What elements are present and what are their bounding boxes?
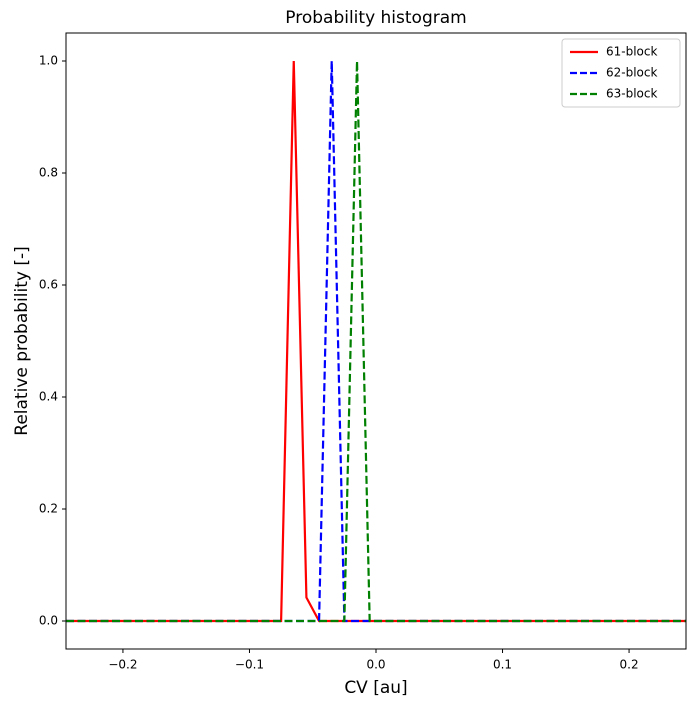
chart-title: Probability histogram bbox=[285, 8, 466, 28]
plot-frame bbox=[65, 32, 687, 650]
x-tick-label: 0.1 bbox=[493, 658, 512, 672]
legend-box bbox=[561, 38, 681, 108]
legend-label: 62-block bbox=[606, 66, 657, 80]
x-tick-label: 0.0 bbox=[366, 658, 385, 672]
legend-label: 63-block bbox=[606, 87, 657, 101]
y-tick-label: 0.6 bbox=[39, 278, 58, 292]
y-tick-label: 1.0 bbox=[39, 54, 58, 68]
x-axis-label: CV [au] bbox=[344, 678, 407, 698]
x-tick-label: −0.2 bbox=[108, 658, 137, 672]
legend-label: 61-block bbox=[606, 45, 657, 59]
data-line bbox=[66, 60, 686, 623]
x-tick-label: 0.2 bbox=[620, 658, 639, 672]
x-tick-label: −0.1 bbox=[235, 658, 264, 672]
data-line bbox=[66, 60, 686, 623]
y-tick-label: 0.8 bbox=[39, 166, 58, 180]
y-tick-label: 0.4 bbox=[39, 390, 58, 404]
y-tick-label: 0.2 bbox=[39, 502, 58, 516]
y-axis-label: Relative probability [-] bbox=[12, 246, 32, 435]
data-line bbox=[66, 60, 686, 623]
y-tick-label: 0.0 bbox=[39, 614, 58, 628]
